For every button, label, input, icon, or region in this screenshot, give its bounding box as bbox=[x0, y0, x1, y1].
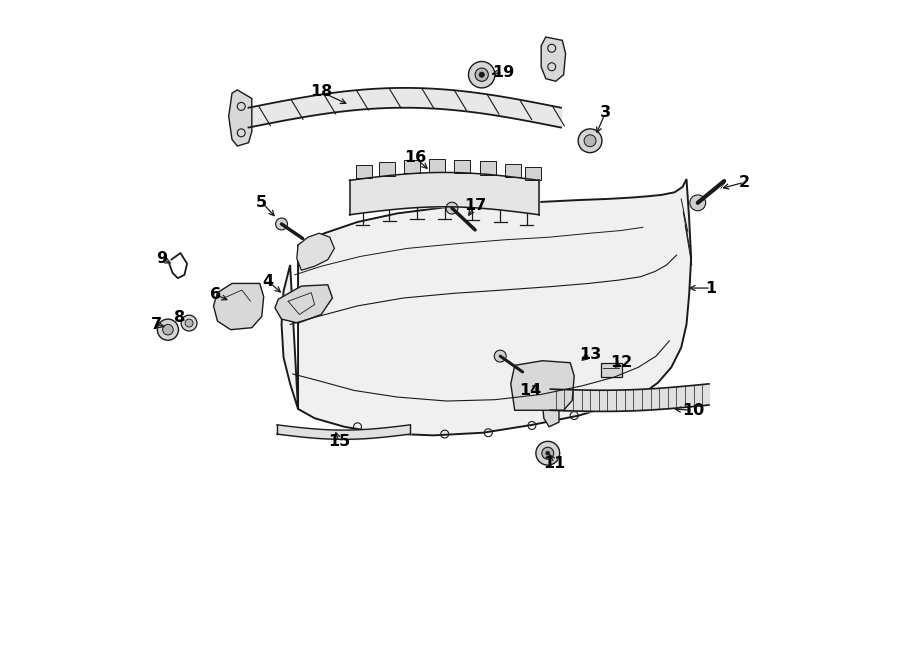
Circle shape bbox=[578, 129, 602, 153]
Bar bbox=[481, 162, 496, 175]
Circle shape bbox=[479, 72, 484, 77]
Polygon shape bbox=[541, 37, 565, 81]
Text: 10: 10 bbox=[682, 402, 704, 418]
Text: 8: 8 bbox=[174, 310, 184, 325]
Bar bbox=[525, 167, 541, 180]
Circle shape bbox=[185, 319, 193, 327]
Circle shape bbox=[181, 315, 197, 331]
Text: 9: 9 bbox=[156, 251, 166, 266]
Text: 12: 12 bbox=[610, 355, 633, 370]
Bar bbox=[454, 160, 470, 173]
Text: 14: 14 bbox=[519, 383, 542, 398]
Bar bbox=[600, 363, 622, 377]
Polygon shape bbox=[282, 179, 691, 436]
Text: 13: 13 bbox=[579, 347, 601, 361]
Circle shape bbox=[584, 135, 596, 147]
Text: 2: 2 bbox=[738, 175, 750, 190]
Circle shape bbox=[689, 195, 706, 211]
Text: 17: 17 bbox=[464, 198, 486, 213]
Text: 6: 6 bbox=[210, 287, 221, 302]
Polygon shape bbox=[297, 233, 335, 270]
Text: 15: 15 bbox=[328, 434, 350, 449]
Polygon shape bbox=[543, 391, 559, 427]
Bar bbox=[505, 164, 521, 177]
Circle shape bbox=[158, 319, 178, 340]
Circle shape bbox=[469, 62, 495, 88]
Polygon shape bbox=[213, 283, 264, 330]
Circle shape bbox=[446, 202, 458, 214]
Text: 11: 11 bbox=[544, 455, 565, 471]
Bar bbox=[379, 162, 395, 175]
Circle shape bbox=[163, 324, 173, 335]
Circle shape bbox=[536, 442, 560, 465]
Text: 18: 18 bbox=[310, 84, 332, 99]
Text: 5: 5 bbox=[256, 195, 267, 210]
Text: 7: 7 bbox=[150, 317, 162, 332]
Bar bbox=[429, 160, 445, 173]
Text: 3: 3 bbox=[599, 105, 611, 120]
Circle shape bbox=[542, 448, 554, 459]
Polygon shape bbox=[511, 361, 574, 410]
Circle shape bbox=[275, 218, 287, 230]
Text: 19: 19 bbox=[491, 64, 514, 79]
Polygon shape bbox=[229, 90, 252, 146]
Circle shape bbox=[475, 68, 489, 81]
Bar bbox=[404, 160, 419, 173]
Polygon shape bbox=[274, 285, 332, 323]
Circle shape bbox=[494, 350, 506, 362]
Bar bbox=[356, 165, 372, 178]
Text: 1: 1 bbox=[706, 281, 716, 295]
Circle shape bbox=[545, 451, 550, 455]
Text: 4: 4 bbox=[263, 274, 274, 289]
Text: 16: 16 bbox=[404, 150, 427, 166]
